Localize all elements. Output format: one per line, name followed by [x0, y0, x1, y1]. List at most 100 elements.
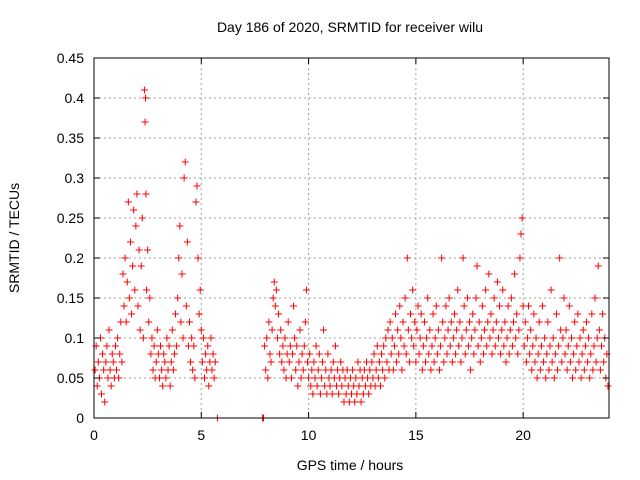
x-tick-label: 0: [90, 427, 98, 443]
data-point: [279, 342, 287, 350]
data-point: [101, 398, 109, 406]
data-point: [167, 358, 175, 366]
data-point: [210, 374, 218, 382]
data-point: [444, 326, 452, 334]
data-point: [604, 382, 612, 390]
data-point: [506, 326, 514, 334]
data-point: [584, 358, 592, 366]
data-point: [376, 382, 384, 390]
data-point: [475, 318, 483, 326]
data-point: [168, 326, 176, 334]
data-point: [126, 238, 134, 246]
data-point: [100, 366, 108, 374]
data-point: [427, 366, 435, 374]
data-point: [128, 310, 136, 318]
y-tick-label: 0.35: [57, 130, 84, 146]
data-point: [473, 262, 481, 270]
data-point: [105, 326, 113, 334]
data-point: [118, 358, 126, 366]
y-tick-label: 0.45: [57, 50, 84, 66]
data-point: [178, 270, 186, 278]
data-point: [298, 350, 306, 358]
data-point: [381, 374, 389, 382]
data-point: [516, 254, 524, 262]
data-point: [457, 358, 465, 366]
data-point: [594, 262, 602, 270]
data-point: [536, 366, 544, 374]
data-point: [182, 302, 190, 310]
data-point: [302, 286, 310, 294]
data-point: [537, 342, 545, 350]
data-point: [469, 310, 477, 318]
data-point: [111, 342, 119, 350]
data-point: [366, 366, 374, 374]
data-point: [142, 190, 150, 198]
data-point: [129, 262, 137, 270]
data-point: [541, 334, 549, 342]
data-point: [328, 390, 336, 398]
data-point: [472, 294, 480, 302]
x-tick-label: 20: [515, 427, 531, 443]
data-point: [478, 302, 486, 310]
data-point: [456, 318, 464, 326]
data-point: [454, 286, 462, 294]
data-point: [486, 334, 494, 342]
data-point: [501, 318, 509, 326]
data-point: [108, 350, 116, 358]
data-point: [483, 342, 491, 350]
data-point: [471, 326, 479, 334]
data-point: [98, 390, 106, 398]
data-point: [142, 94, 149, 102]
data-point: [130, 206, 138, 214]
data-point: [209, 350, 217, 358]
data-point: [316, 390, 324, 398]
data-point: [199, 334, 207, 342]
data-point: [301, 318, 309, 326]
data-point: [276, 350, 284, 358]
data-point: [113, 366, 121, 374]
data-point: [542, 374, 550, 382]
data-point: [286, 342, 294, 350]
data-point: [490, 294, 498, 302]
data-point: [453, 326, 461, 334]
data-point: [512, 334, 520, 342]
data-point: [422, 358, 430, 366]
data-point: [447, 318, 455, 326]
data-point: [160, 350, 168, 358]
data-point: [91, 366, 99, 374]
data-point: [317, 374, 325, 382]
data-point: [172, 310, 180, 318]
data-point: [461, 350, 469, 358]
data-point: [398, 366, 406, 374]
data-point: [285, 358, 293, 366]
data-point: [525, 302, 533, 310]
data-point: [207, 334, 215, 342]
data-point: [470, 350, 478, 358]
data-point: [305, 374, 313, 382]
data-point: [313, 382, 321, 390]
data-point: [338, 382, 346, 390]
data-point: [476, 358, 484, 366]
data-point: [353, 390, 361, 398]
data-point: [175, 254, 183, 262]
data-point: [400, 342, 408, 350]
data-point: [576, 334, 584, 342]
scatter-points: [91, 86, 612, 422]
data-point: [395, 350, 403, 358]
data-point: [573, 342, 581, 350]
data-point: [420, 318, 428, 326]
data-point: [394, 326, 402, 334]
data-point: [372, 366, 380, 374]
data-point: [592, 358, 600, 366]
y-tick-label: 0.1: [65, 330, 85, 346]
data-point: [165, 342, 173, 350]
data-point: [489, 326, 497, 334]
data-point: [408, 334, 416, 342]
data-point: [451, 310, 458, 318]
data-point: [355, 382, 363, 390]
data-point: [412, 358, 420, 366]
data-point: [383, 358, 391, 366]
data-point: [194, 254, 202, 262]
data-point: [586, 374, 594, 382]
data-point: [193, 182, 201, 190]
